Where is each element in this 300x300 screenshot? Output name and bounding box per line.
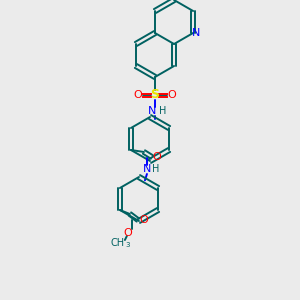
Text: N: N <box>192 28 200 38</box>
Text: O: O <box>134 90 142 100</box>
Text: O: O <box>168 90 176 100</box>
Text: H: H <box>152 164 160 174</box>
Text: N: N <box>148 106 156 116</box>
Text: O: O <box>140 215 148 225</box>
Text: S: S <box>151 88 160 101</box>
Text: 3: 3 <box>126 242 130 248</box>
Text: CH: CH <box>111 238 125 248</box>
Text: O: O <box>153 152 161 162</box>
Text: O: O <box>124 228 132 238</box>
Text: N: N <box>143 164 151 174</box>
Text: H: H <box>159 106 167 116</box>
